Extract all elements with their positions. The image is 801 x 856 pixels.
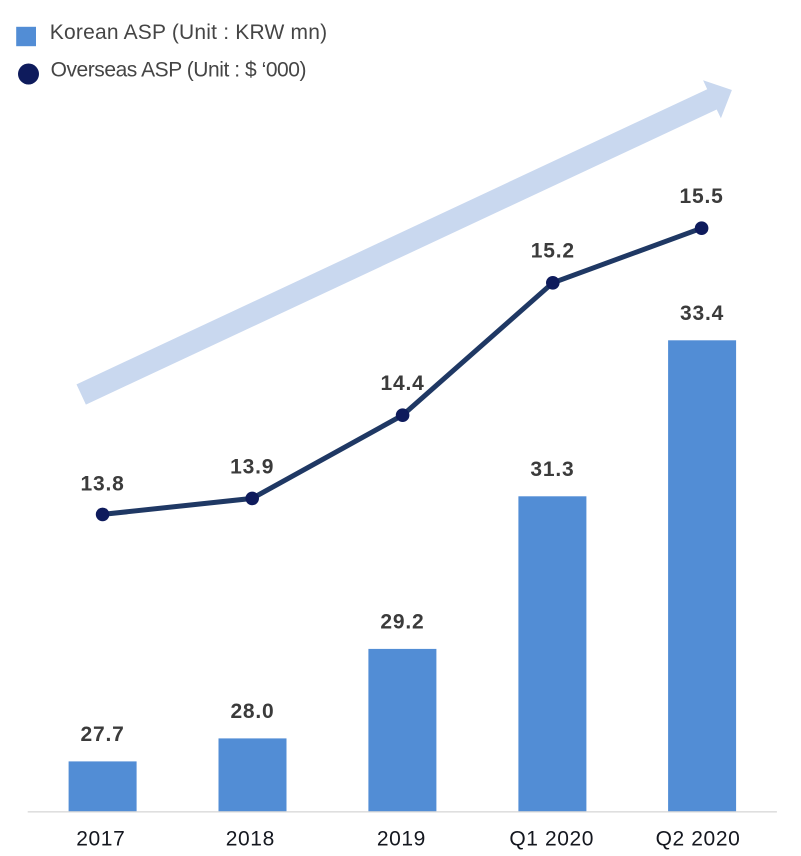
- svg-text:13.8: 13.8: [81, 472, 125, 495]
- svg-text:Q2 2020: Q2 2020: [656, 828, 741, 851]
- svg-text:29.2: 29.2: [380, 610, 424, 633]
- svg-text:27.7: 27.7: [81, 723, 125, 746]
- svg-text:Korean ASP (Unit : KRW mn): Korean ASP (Unit : KRW mn): [50, 21, 328, 44]
- svg-text:Overseas ASP (Unit : $ ‘000): Overseas ASP (Unit : $ ‘000): [51, 58, 306, 81]
- svg-text:31.3: 31.3: [530, 458, 574, 481]
- svg-text:2019: 2019: [377, 828, 426, 851]
- svg-text:28.0: 28.0: [230, 700, 274, 723]
- svg-text:33.4: 33.4: [680, 302, 724, 325]
- svg-text:Q1 2020: Q1 2020: [509, 828, 594, 851]
- svg-text:2018: 2018: [226, 828, 275, 851]
- svg-text:15.2: 15.2: [531, 240, 575, 263]
- svg-text:15.5: 15.5: [680, 185, 724, 208]
- svg-text:2017: 2017: [76, 828, 125, 851]
- svg-text:13.9: 13.9: [230, 455, 274, 478]
- svg-text:14.4: 14.4: [381, 372, 425, 395]
